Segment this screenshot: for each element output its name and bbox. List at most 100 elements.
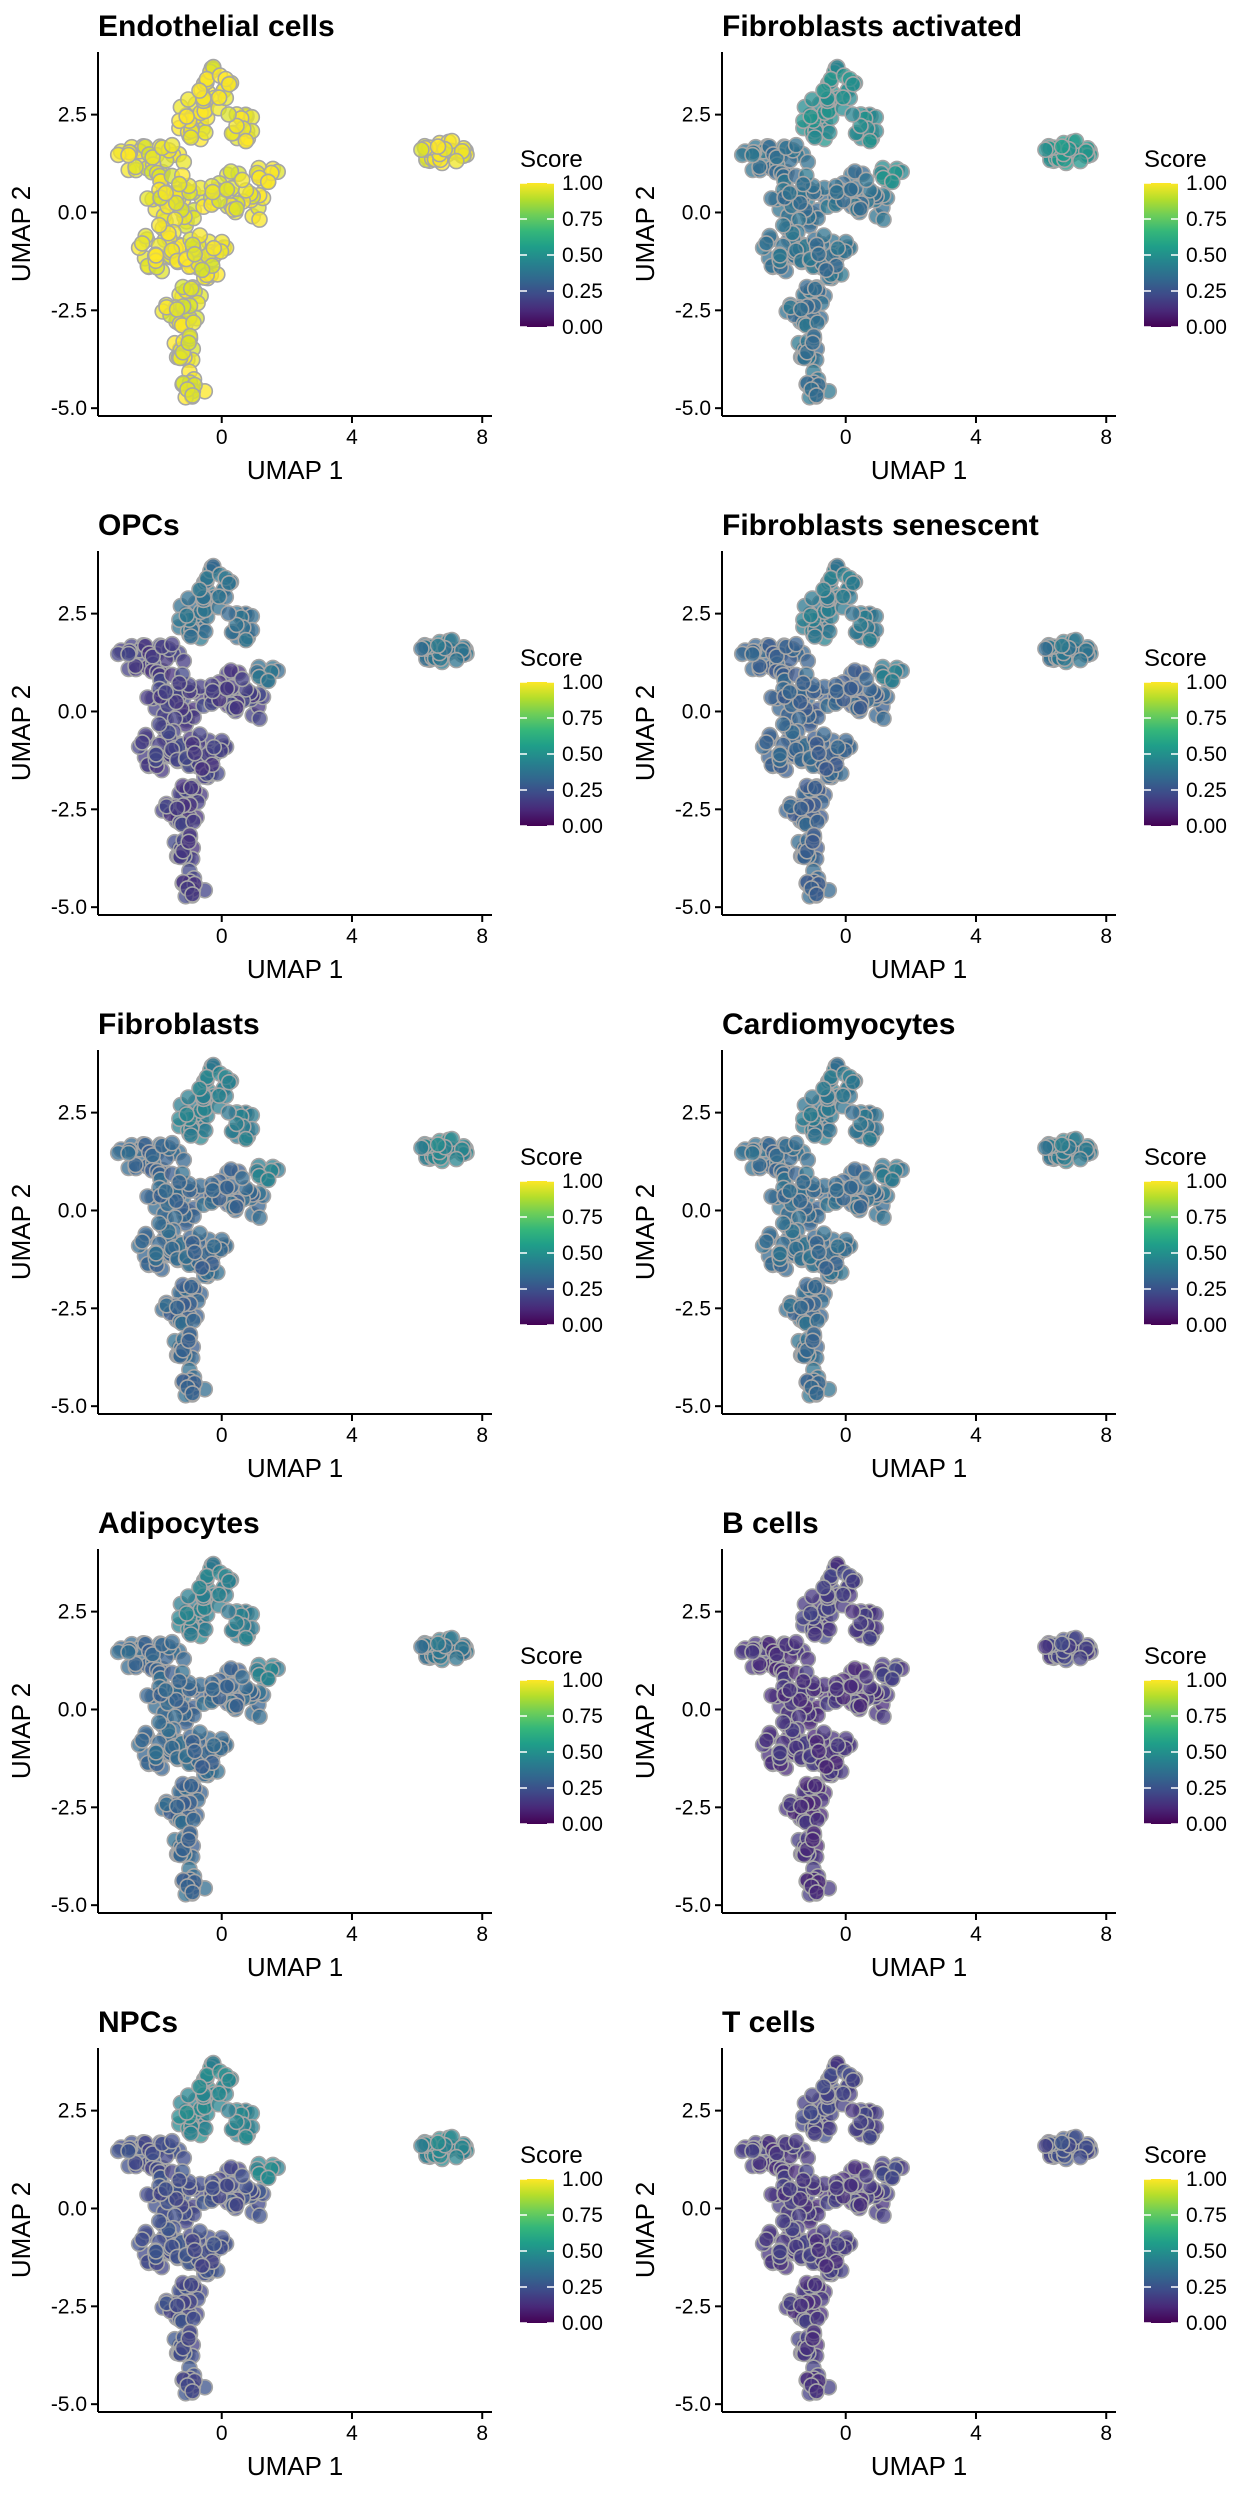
scatter-point bbox=[182, 129, 200, 146]
scatter-point bbox=[150, 715, 168, 733]
y-axis-title: UMAP 2 bbox=[6, 186, 36, 282]
scatter-point bbox=[774, 1713, 792, 1731]
scatter-point bbox=[834, 1087, 852, 1104]
legend-tick-label: 0.00 bbox=[562, 2312, 603, 2335]
scatter-point bbox=[852, 1614, 869, 1632]
panel-title: OPCs bbox=[98, 509, 180, 542]
y-tick-label: -5.0 bbox=[51, 896, 87, 919]
scatter-point bbox=[852, 1115, 869, 1133]
scatter-point bbox=[809, 1811, 826, 1828]
scatter-point bbox=[259, 1670, 277, 1688]
scatter-point bbox=[744, 146, 761, 164]
scatter-point bbox=[191, 581, 208, 598]
scatter-point bbox=[861, 2128, 879, 2146]
scatter-point bbox=[157, 184, 174, 202]
scatter-point bbox=[259, 173, 277, 191]
legend-tick-label: 0.25 bbox=[562, 1777, 603, 1800]
y-tick-label: 0.0 bbox=[58, 201, 87, 224]
y-axis-title: UMAP 2 bbox=[6, 685, 36, 781]
scatter-point bbox=[844, 106, 861, 123]
scatter-point bbox=[791, 1192, 809, 1210]
scatter-point bbox=[792, 301, 810, 318]
scatter-point bbox=[834, 588, 852, 605]
scatter-point bbox=[806, 129, 824, 146]
scatter-point bbox=[844, 1573, 862, 1590]
x-tick-label: 0 bbox=[840, 2422, 852, 2445]
x-tick-label: 4 bbox=[970, 426, 982, 449]
scatter-points bbox=[109, 58, 475, 406]
scatter-point bbox=[178, 1605, 195, 1622]
legend-title: Score bbox=[520, 645, 583, 672]
x-axis-title: UMAP 1 bbox=[247, 1453, 343, 1483]
scatter-point bbox=[157, 2180, 174, 2198]
scatter-point bbox=[228, 1614, 245, 1632]
scatter-point bbox=[744, 2142, 761, 2160]
scatter-point bbox=[170, 1672, 188, 1690]
scatter-point bbox=[228, 117, 245, 135]
scatter-point bbox=[168, 800, 186, 817]
scatter-point bbox=[228, 1697, 245, 1714]
scatter-point bbox=[184, 387, 201, 404]
scatter-point bbox=[185, 2310, 202, 2327]
scatter-point bbox=[120, 2142, 137, 2160]
scatter-point bbox=[204, 2179, 221, 2197]
scatter-point bbox=[120, 1643, 137, 1661]
scatter-point bbox=[197, 2120, 214, 2137]
legend-tick-label: 0.00 bbox=[562, 815, 603, 838]
x-tick-label: 4 bbox=[970, 1923, 982, 1946]
umap-panel: OPCs 0 4 8 2.5 0.0 -2.5 -5.0 UMAP 1 UMAP 2 Score 1.… bbox=[0, 499, 624, 998]
scatter-point bbox=[806, 628, 824, 645]
scatter-point bbox=[861, 1629, 879, 1647]
legend-tick-label: 0.00 bbox=[562, 1813, 603, 1836]
x-tick-label: 8 bbox=[476, 1923, 488, 1946]
y-tick-label: 0.0 bbox=[58, 1698, 87, 1721]
scatter-point bbox=[844, 605, 861, 622]
scatter-point bbox=[817, 1758, 835, 1776]
scatter-point bbox=[222, 1660, 240, 1677]
scatter-point bbox=[842, 2177, 860, 2194]
legend-title: Score bbox=[1144, 1144, 1207, 1171]
scatter-point bbox=[197, 623, 214, 640]
legend-tick-label: 0.75 bbox=[1186, 2204, 1227, 2227]
scatter-point bbox=[251, 2207, 268, 2224]
legend-tick-label: 1.00 bbox=[1186, 671, 1227, 694]
legend-tick-label: 0.25 bbox=[562, 280, 603, 303]
legend-tick-label: 1.00 bbox=[1186, 1170, 1227, 1193]
scatter-point bbox=[771, 2243, 789, 2260]
scatter-points bbox=[109, 1056, 475, 1404]
scatter-point bbox=[210, 2085, 228, 2102]
y-tick-label: 0.0 bbox=[682, 2197, 711, 2220]
panel-title: B cells bbox=[722, 1507, 819, 1540]
umap-plot: Cardiomyocytes 0 4 8 2.5 0.0 -2.5 -5.0 UMAP 1 UMA… bbox=[630, 1008, 1227, 1483]
scatter-point bbox=[170, 674, 188, 692]
scatter-point bbox=[222, 2159, 240, 2176]
scatter-point bbox=[218, 2177, 236, 2194]
scatter-point bbox=[167, 194, 185, 212]
scatter-point bbox=[883, 1670, 901, 1688]
scatter-point bbox=[810, 745, 827, 762]
panel-title: Adipocytes bbox=[98, 1507, 260, 1540]
scatter-point bbox=[815, 1080, 832, 1097]
scatter-point bbox=[167, 2190, 185, 2208]
x-tick-label: 0 bbox=[216, 925, 228, 948]
legend-tick-label: 1.00 bbox=[562, 2168, 603, 2191]
panel-title: Fibroblasts senescent bbox=[722, 509, 1039, 542]
scatter-point bbox=[182, 628, 200, 645]
scatter-point bbox=[846, 2159, 864, 2176]
scatter-point bbox=[251, 710, 268, 727]
legend-tick-label: 0.50 bbox=[562, 1741, 603, 1764]
scatter-point bbox=[237, 1629, 255, 1647]
legend-tick-label: 0.75 bbox=[562, 1206, 603, 1229]
x-axis-title: UMAP 1 bbox=[871, 954, 967, 984]
scatter-point bbox=[1037, 141, 1054, 158]
y-tick-label: -5.0 bbox=[675, 1395, 711, 1418]
scatter-point bbox=[228, 1198, 245, 1215]
scatter-point bbox=[184, 886, 201, 903]
y-tick-label: 0.0 bbox=[58, 1199, 87, 1222]
scatter-point bbox=[259, 672, 277, 690]
scatter-point bbox=[844, 76, 862, 93]
scatter-point bbox=[774, 216, 792, 234]
scatter-point bbox=[809, 2310, 826, 2327]
